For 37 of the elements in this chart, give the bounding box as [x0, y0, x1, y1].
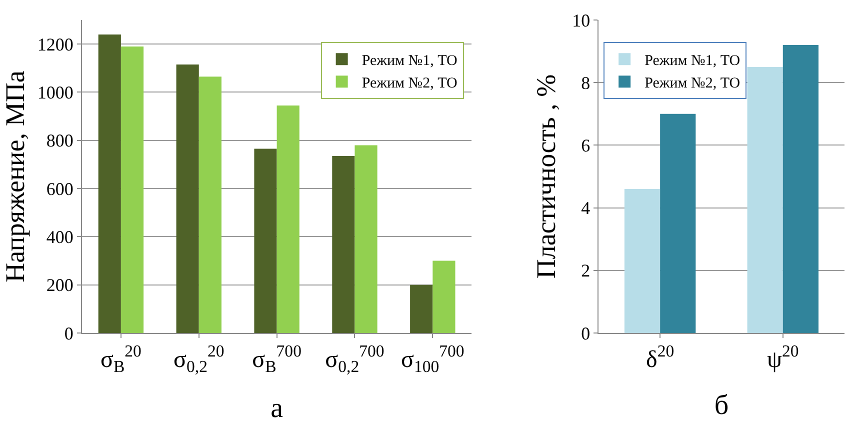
x-axis-title: б	[714, 390, 729, 421]
bar	[747, 66, 783, 333]
y-tick-label: 8	[581, 72, 590, 93]
x-axis-title: а	[270, 392, 284, 424]
x-tick-label: δ$^{20}$	[646, 342, 674, 373]
y-tick-label: 2	[581, 260, 590, 281]
bar	[120, 46, 144, 333]
bar	[782, 45, 819, 333]
bar	[276, 105, 300, 333]
y-tick-label: 0	[581, 323, 590, 344]
x-tick-label: ψ$^{20}$	[766, 342, 799, 373]
y-tick-label: 600	[46, 178, 74, 199]
bar	[198, 76, 222, 333]
bar	[660, 114, 696, 333]
bar	[332, 156, 355, 333]
y-tick-label: 1000	[37, 82, 74, 103]
bar	[410, 284, 433, 333]
legend-label: Режим №2, ТО	[362, 76, 458, 92]
y-axis-title: Напряжение, МПа	[0, 70, 30, 282]
bar	[176, 64, 199, 333]
y-tick-label: 800	[46, 130, 74, 151]
legend-label: Режим №1, ТО	[644, 53, 740, 70]
bar	[254, 148, 277, 333]
y-axis-title: Пластичность , %	[531, 74, 562, 279]
y-tick-label: 1200	[37, 34, 74, 54]
bar	[354, 145, 378, 333]
bar	[624, 189, 660, 333]
bar	[98, 34, 121, 333]
y-tick-label: 4	[581, 198, 590, 218]
y-tick-label: 400	[46, 226, 74, 247]
y-tick-label: 200	[46, 275, 74, 296]
bar	[432, 260, 456, 333]
legend-label: Режим №2, ТО	[644, 76, 740, 92]
y-tick-label: 10	[572, 10, 590, 30]
y-tick-label: 6	[581, 136, 590, 156]
legend-label: Режим №1, ТО	[362, 53, 458, 70]
y-tick-label: 0	[64, 323, 74, 344]
